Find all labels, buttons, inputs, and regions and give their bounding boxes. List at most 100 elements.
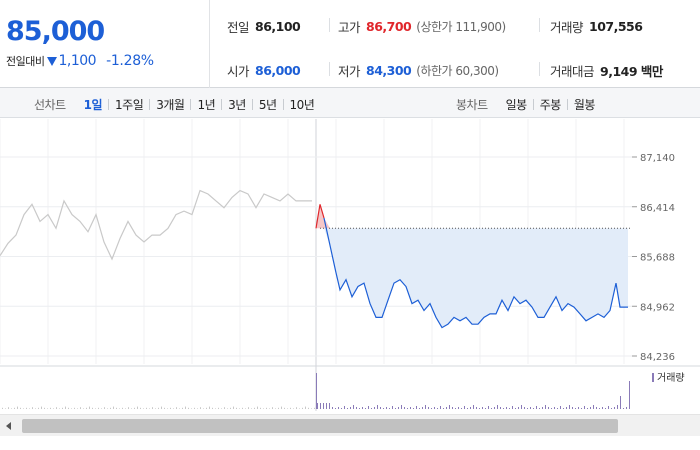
stat-label: 시가 (227, 64, 250, 79)
volume-bar (425, 405, 426, 409)
prev-session-price-line (0, 189, 312, 261)
volume-bar (212, 407, 213, 409)
divider (221, 99, 223, 110)
volume-bar (410, 407, 411, 409)
volume-bar (32, 407, 33, 409)
volume-bar (575, 408, 576, 409)
stat-value: 86,700 (366, 19, 412, 34)
volume-bar (350, 407, 351, 409)
scroll-right-arrow[interactable] (682, 415, 700, 437)
y-tick-label: 84,236 (640, 352, 675, 363)
volume-bar (254, 407, 255, 409)
volume-bar (620, 396, 621, 409)
period-tab-1d[interactable]: 1일 (83, 98, 103, 112)
divider (566, 99, 568, 110)
stat-label: 저가 (338, 64, 361, 79)
volume-bar (230, 407, 231, 409)
volume-bar (311, 408, 312, 409)
volume-bar (170, 407, 171, 409)
volume-bar (614, 407, 615, 409)
volume-bar (560, 406, 561, 409)
y-tick-label: 84,962 (640, 302, 675, 313)
volume-bar (125, 408, 126, 409)
volume-bar (80, 407, 81, 409)
stat-high: 고가 86,700 (상한가 111,900) (338, 17, 506, 36)
volume-bar (29, 408, 30, 409)
candle-tab-daily[interactable]: 일봉 (505, 98, 528, 112)
volume-bar (437, 408, 438, 409)
volume-bar (89, 406, 90, 409)
line-chart-periods: 선차트 1일 1주일 3개월 1년 3년 5년 10년 (34, 96, 320, 113)
volume-bar (335, 408, 336, 409)
volume-bar (506, 407, 507, 409)
volume-bar (260, 407, 261, 409)
volume-bar (617, 405, 618, 409)
volume-bar (497, 405, 498, 409)
volume-bar (101, 408, 102, 409)
today-price-line (323, 217, 628, 329)
period-tab-1w[interactable]: 1주일 (115, 98, 144, 112)
scroll-left-arrow-icon[interactable] (0, 415, 18, 437)
candle-tab-monthly[interactable]: 월봉 (573, 98, 596, 112)
period-tab-3y[interactable]: 3년 (228, 98, 246, 112)
volume-bar (389, 408, 390, 409)
volume-bar (299, 408, 300, 409)
volume-bar (62, 407, 63, 409)
volume-bar (113, 406, 114, 409)
divider (282, 99, 284, 110)
volume-bar (44, 407, 45, 409)
volume-bar (467, 408, 468, 409)
volume-bar (194, 407, 195, 409)
volume-bar (251, 408, 252, 409)
volume-bar (185, 406, 186, 409)
stat-volume: 거래량 107,556 (550, 17, 643, 36)
volume-bar (491, 408, 492, 409)
volume-bar (347, 408, 348, 409)
volume-bar (530, 407, 531, 409)
volume-bar (98, 407, 99, 409)
candle-tab-weekly[interactable]: 주봉 (539, 98, 562, 112)
volume-bar (590, 407, 591, 409)
price-chart[interactable]: 87,140 86,414 85,688 84,962 84,236 거래량 (0, 119, 700, 411)
volume-bar (581, 408, 582, 409)
volume-bar (368, 406, 369, 409)
volume-bar (152, 407, 153, 409)
volume-bar (455, 408, 456, 409)
volume-bar (26, 407, 27, 409)
divider (539, 62, 540, 76)
volume-bar (554, 407, 555, 409)
volume-bar (359, 408, 360, 409)
period-tab-1y[interactable]: 1년 (197, 98, 216, 112)
volume-bar (236, 407, 237, 409)
volume-bar (482, 407, 483, 409)
volume-bar (449, 405, 450, 409)
volume-bar (395, 408, 396, 409)
stat-value: 107,556 (589, 19, 643, 34)
period-tab-5y[interactable]: 5년 (258, 98, 277, 112)
volume-bar (272, 407, 273, 409)
period-tab-3m[interactable]: 3개월 (156, 98, 185, 112)
volume-bar (140, 407, 141, 409)
change-label: 전일대비 (6, 55, 45, 68)
stat-label: 거래대금 (550, 64, 595, 79)
volume-bar (128, 407, 129, 409)
volume-bar (611, 408, 612, 409)
volume-bar (134, 407, 135, 409)
volume-bar (86, 407, 87, 409)
scroll-thumb[interactable] (22, 419, 618, 433)
divider (329, 18, 330, 32)
period-tab-10y[interactable]: 10년 (289, 98, 315, 112)
stat-amount: 거래대금 9,149 백만 (550, 61, 663, 80)
chart-scrollbar[interactable] (0, 414, 700, 436)
volume-bar (47, 408, 48, 409)
volume-bar (53, 408, 54, 409)
upper-limit: (상한가 111,900) (416, 20, 506, 34)
y-tick-label: 86,414 (640, 203, 675, 214)
volume-legend-swatch (652, 373, 654, 382)
line-chart-label: 선차트 (34, 98, 66, 112)
volume-bar (5, 408, 6, 409)
volume-bar (245, 408, 246, 409)
volume-bar (314, 407, 315, 409)
volume-bar (548, 407, 549, 409)
volume-bar (71, 408, 72, 409)
